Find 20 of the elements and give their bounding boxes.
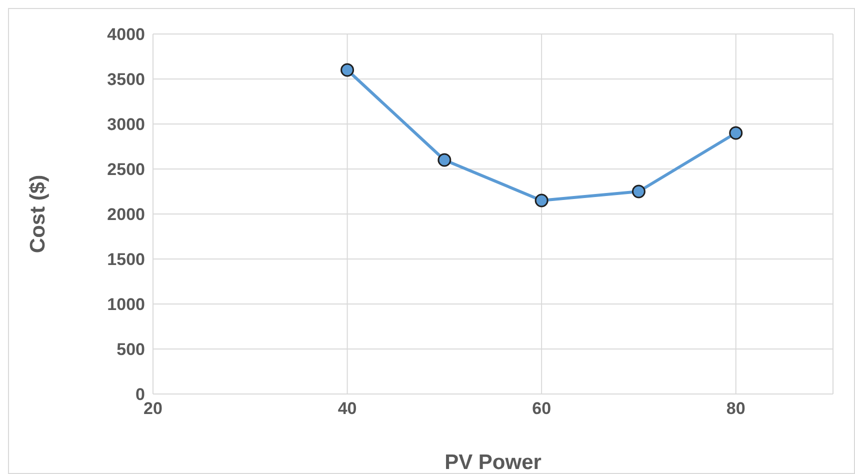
y-tick-label: 4000 [107,25,145,44]
x-tick-label: 20 [144,399,162,418]
y-tick-label: 500 [116,340,145,360]
x-axis-title: PV Power [444,451,542,474]
x-tick-label: 40 [338,399,357,418]
point [534,194,548,208]
y-tick-label: 1500 [107,250,145,270]
point [729,126,743,140]
y-tick-label: 3000 [107,115,145,134]
y-tick-label: 2000 [107,205,145,224]
point [632,184,646,198]
y-tick-label: 1000 [107,295,145,314]
x-tick-label: 60 [532,399,552,418]
y-axis-title: Cost ($) [26,174,50,254]
y-tick-label: 3500 [107,70,145,90]
point [438,153,452,167]
point [340,63,354,77]
y-tick-label: 0 [136,385,145,404]
x-tick-label: 80 [726,399,746,418]
y-tick-label: 2500 [107,160,145,180]
